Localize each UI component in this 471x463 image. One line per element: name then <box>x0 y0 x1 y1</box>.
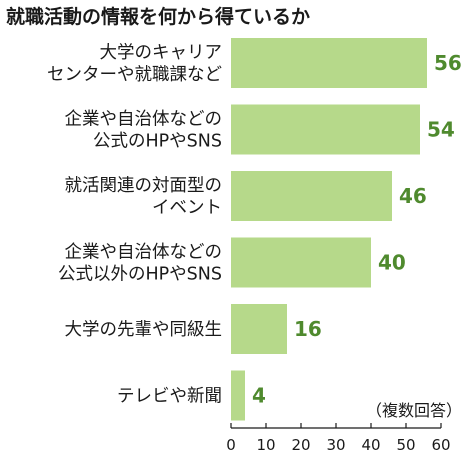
chart-title: 就職活動の情報を何から得ているか <box>6 5 310 28</box>
bar-0 <box>231 38 427 88</box>
x-axis: 0 10 20 30 40 50 60 <box>226 423 451 454</box>
bar-1 <box>231 104 420 155</box>
x-tick-label-50: 50 <box>396 436 415 454</box>
value-label-1: 54 <box>427 118 455 142</box>
x-tick-label-60: 60 <box>431 436 450 454</box>
category-label-1-1: 公式のHPやSNS <box>93 132 222 152</box>
value-label-2: 46 <box>399 184 427 208</box>
bar-2 <box>231 171 392 221</box>
value-label-5: 4 <box>252 384 266 408</box>
x-tick-label-0: 0 <box>226 436 236 454</box>
category-label-1-0: 企業や自治体などの <box>65 110 223 130</box>
value-label-3: 40 <box>378 251 406 275</box>
category-label-4-0: 大学の先輩や同級生 <box>65 320 223 340</box>
x-tick-label-40: 40 <box>361 436 380 454</box>
bars-layer: 56大学のキャリアセンターや就職課など54企業や自治体などの公式のHPやSNS4… <box>47 38 462 421</box>
x-tick-label-10: 10 <box>256 436 275 454</box>
x-tick-label-20: 20 <box>291 436 310 454</box>
category-label-0-1: センターや就職課など <box>47 65 222 85</box>
multiple-answer-note: （複数回答） <box>366 401 462 420</box>
category-label-3-1: 公式以外のHPやSNS <box>58 265 222 285</box>
category-label-3-0: 企業や自治体などの <box>65 243 223 263</box>
category-label-0-0: 大学のキャリア <box>100 43 223 63</box>
bar-4 <box>231 304 287 354</box>
value-label-4: 16 <box>294 317 322 341</box>
bar-5 <box>231 370 245 421</box>
category-label-2-1: イベント <box>152 198 222 218</box>
value-label-0: 56 <box>434 51 462 75</box>
category-label-5-0: テレビや新聞 <box>117 387 222 407</box>
category-label-2-0: 就活関連の対面型の <box>65 176 223 196</box>
x-tick-label-30: 30 <box>326 436 345 454</box>
bar-3 <box>231 237 371 288</box>
